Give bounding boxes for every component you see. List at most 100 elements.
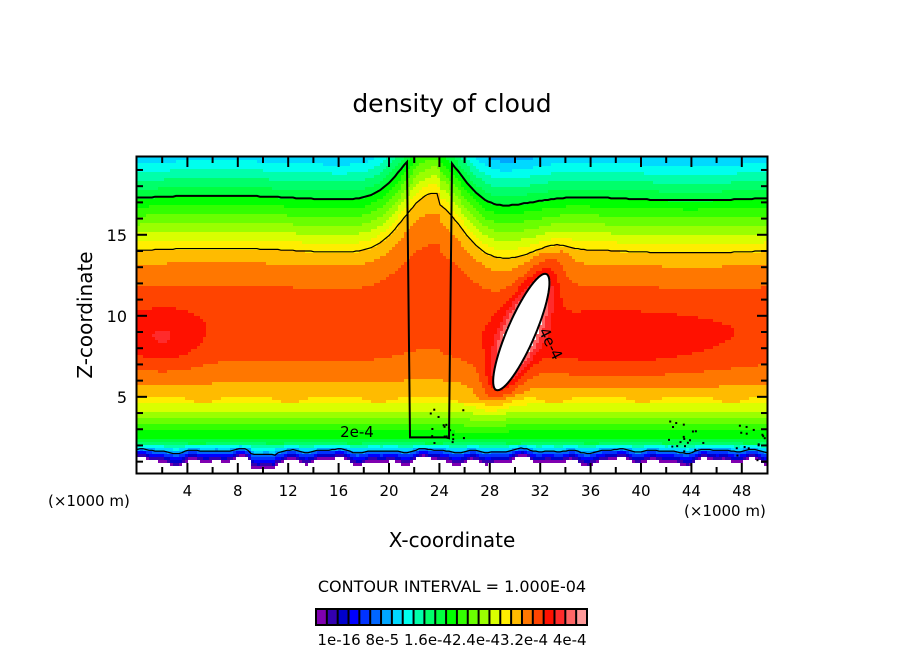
- density-cell: [449, 160, 458, 163]
- density-cell: [473, 190, 485, 193]
- contour-line-3e-4: [137, 192, 767, 259]
- density-cell: [395, 244, 428, 247]
- density-cell: [470, 229, 479, 232]
- density-cell: [554, 292, 560, 295]
- density-cell: [713, 346, 767, 349]
- density-cell: [521, 442, 584, 445]
- density-cell: [299, 454, 314, 457]
- density-cell: [410, 184, 416, 187]
- colorbar-swatch: [522, 610, 532, 624]
- density-cell: [365, 178, 383, 181]
- density-cell: [440, 172, 443, 175]
- density-cell: [137, 379, 404, 382]
- density-cell: [482, 337, 494, 340]
- density-cell: [437, 166, 440, 169]
- density-cell: [494, 247, 518, 250]
- density-cell: [560, 289, 767, 292]
- density-cell: [746, 457, 749, 460]
- density-cell: [473, 241, 482, 244]
- x-tick-label: 32: [531, 482, 550, 500]
- density-cell: [221, 457, 227, 460]
- density-cell: [485, 349, 491, 352]
- density-cell: [137, 226, 377, 229]
- density-cell: [500, 307, 509, 310]
- density-cell: [461, 208, 467, 211]
- density-cell: [410, 451, 416, 454]
- density-cell: [485, 328, 497, 331]
- density-cell: [137, 277, 386, 280]
- density-cell: [413, 181, 419, 184]
- density-cell: [440, 160, 449, 163]
- density-cell: [677, 313, 767, 316]
- density-cell: [548, 310, 554, 313]
- density-cell: [533, 340, 539, 343]
- density-cell: [314, 445, 350, 448]
- density-cell: [677, 451, 692, 454]
- density-cell: [566, 307, 767, 310]
- density-cell: [347, 451, 353, 454]
- density-cell: [395, 229, 407, 232]
- density-cell: [389, 274, 467, 277]
- density-cell: [137, 415, 767, 418]
- density-cell: [407, 229, 449, 232]
- density-cell: [599, 442, 662, 445]
- density-cell: [521, 292, 527, 295]
- density-cell: [365, 196, 383, 199]
- density-cell: [275, 460, 281, 463]
- density-cell: [137, 445, 164, 448]
- density-cell: [404, 172, 413, 175]
- density-cell: [464, 223, 473, 226]
- density-cell: [764, 457, 767, 460]
- density-cell: [473, 214, 482, 217]
- density-cell: [137, 400, 194, 403]
- density-cell: [392, 232, 404, 235]
- density-cell: [263, 451, 269, 454]
- density-cell: [485, 370, 491, 373]
- density-cell: [578, 283, 767, 286]
- density-cell: [137, 223, 140, 226]
- density-cell: [413, 457, 416, 460]
- density-cell: [482, 214, 560, 217]
- density-cell: [281, 457, 284, 460]
- density-cell: [581, 457, 593, 460]
- density-cell: [407, 160, 416, 163]
- density-cell: [398, 268, 461, 271]
- density-cell: [512, 169, 767, 172]
- density-cell: [521, 364, 527, 367]
- density-cell: [392, 355, 452, 358]
- density-cell: [188, 442, 206, 445]
- density-cell: [158, 187, 272, 190]
- density-cell: [467, 385, 482, 388]
- density-cell: [500, 334, 503, 337]
- density-cell: [137, 307, 152, 310]
- density-cell: [407, 169, 413, 172]
- density-cell: [758, 451, 764, 454]
- density-cell: [485, 457, 491, 460]
- density-cell: [578, 445, 596, 448]
- density-cell: [491, 202, 527, 205]
- density-cell: [749, 454, 755, 457]
- density-cell: [413, 448, 419, 451]
- density-cell: [443, 451, 452, 454]
- density-cell: [374, 184, 386, 187]
- density-cell: [542, 319, 545, 322]
- density-cell: [416, 184, 428, 187]
- density-cell: [542, 208, 683, 211]
- density-cell: [632, 460, 635, 463]
- density-cell: [518, 373, 524, 376]
- density-cell: [518, 385, 719, 388]
- density-cell: [389, 163, 398, 166]
- density-cell: [401, 211, 410, 214]
- density-cell: [158, 340, 167, 343]
- density-cell: [419, 199, 440, 202]
- density-cell: [383, 178, 392, 181]
- density-cell: [185, 454, 188, 457]
- density-cell: [137, 280, 380, 283]
- density-cell: [494, 229, 524, 232]
- density-cell: [263, 169, 368, 172]
- density-cell: [272, 187, 365, 190]
- density-cell: [488, 253, 527, 256]
- density-cell: [137, 367, 191, 370]
- density-cell: [761, 286, 767, 289]
- density-cell: [683, 454, 689, 457]
